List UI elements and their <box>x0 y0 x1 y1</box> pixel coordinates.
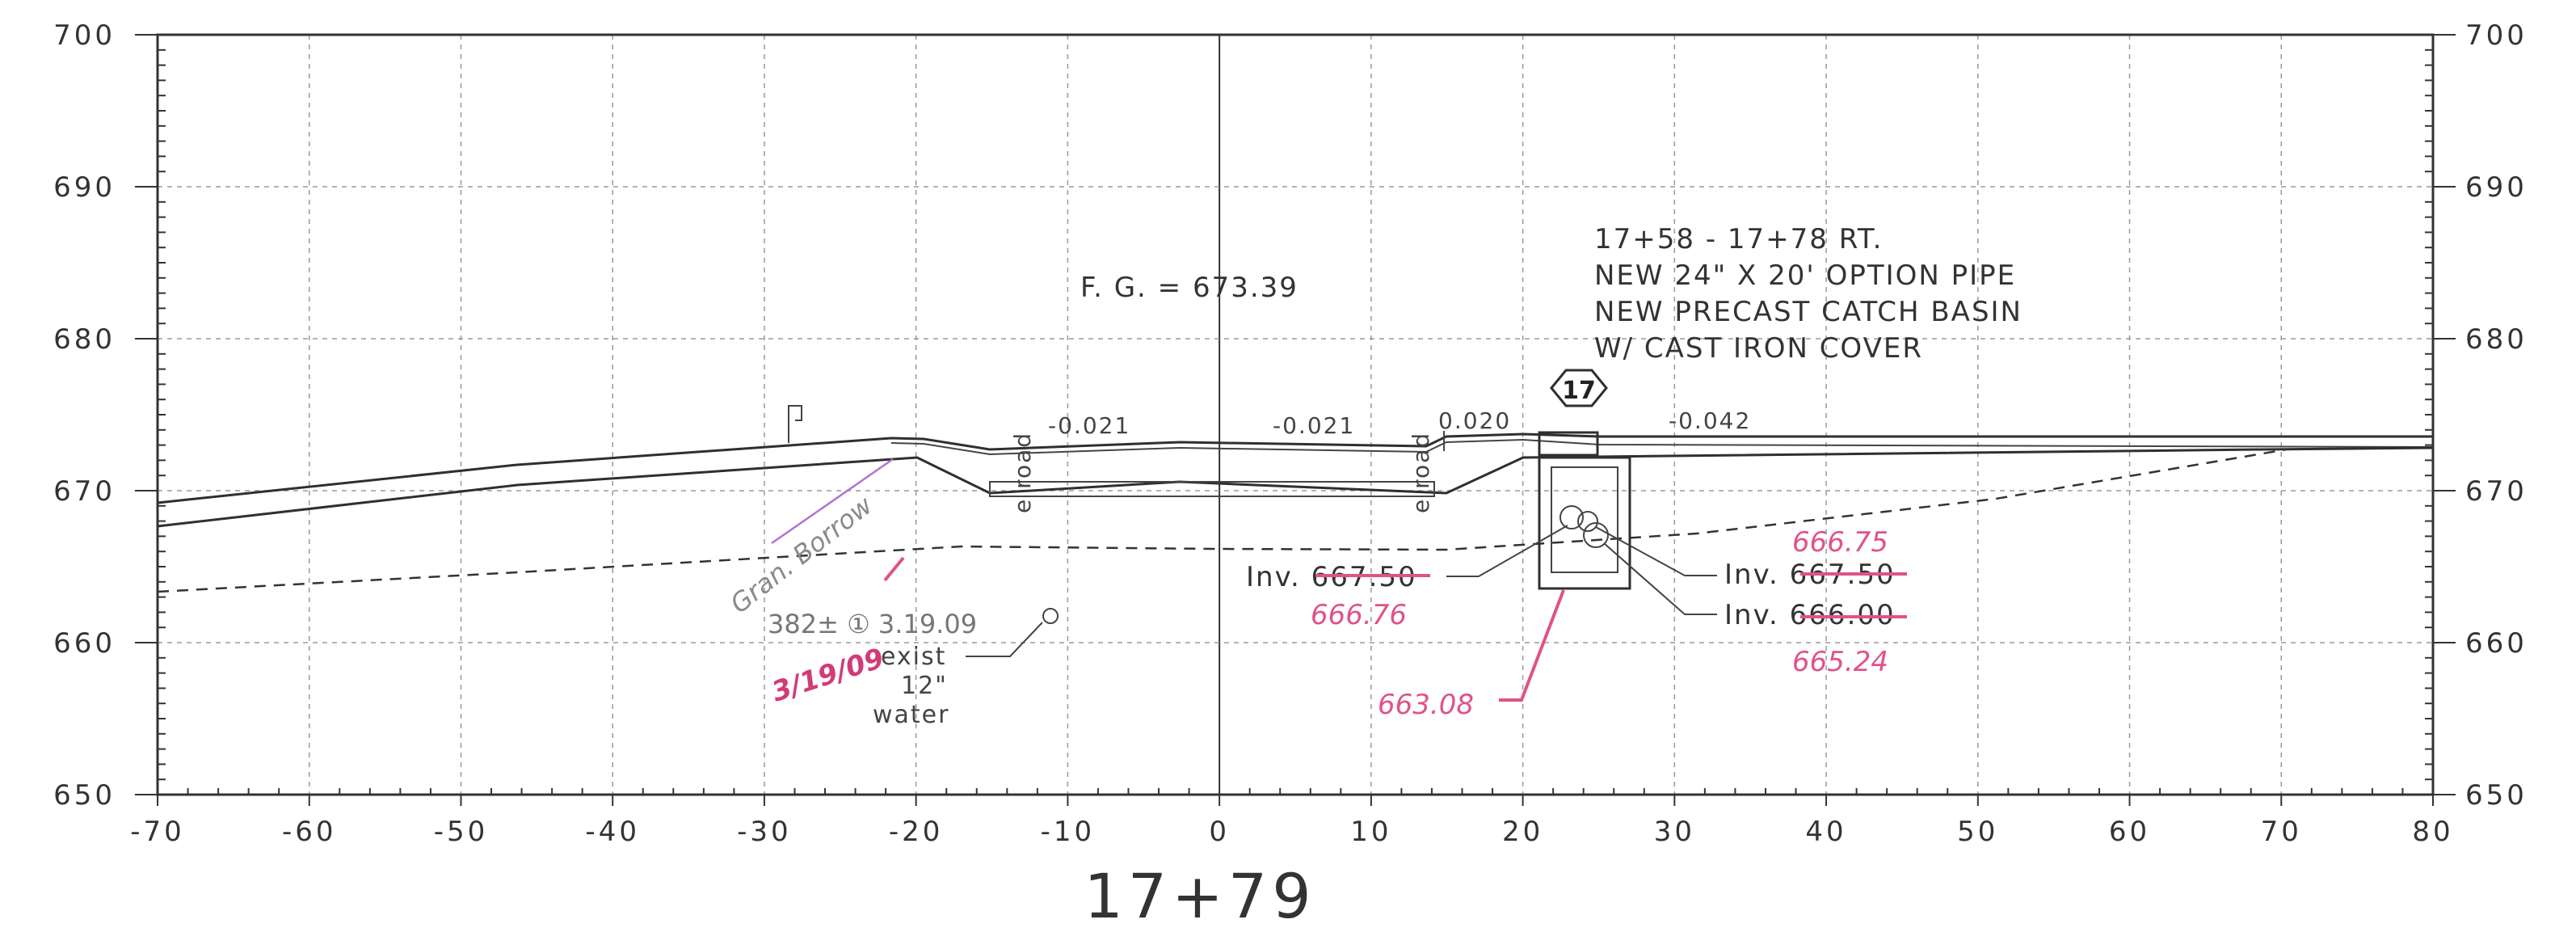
y-tick-label-right: 660 <box>2465 627 2528 660</box>
gran-borrow-leader <box>771 458 894 545</box>
y-tick-label-right: 700 <box>2465 19 2528 52</box>
note-line-4: W/ CAST IRON COVER <box>1594 332 1923 365</box>
subgrade-line <box>157 446 2434 528</box>
leader-lines <box>966 525 1717 657</box>
basin-bottom-elevation: 663.08 <box>1378 689 1474 721</box>
pipe-left <box>1559 505 1584 529</box>
road-label-right: e road <box>1408 432 1434 513</box>
x-tick-label: -30 <box>737 816 792 848</box>
basin-cover <box>1538 431 1599 457</box>
x-tick-label: 0 <box>1209 816 1230 848</box>
slope-label-3: 0.020 <box>1438 407 1511 434</box>
x-tick-label: -40 <box>585 816 640 848</box>
x-axis-labels: -70 -60 -50 -40 -30 -20 -10 0 10 20 30 40 50 60 70 80 <box>130 816 2453 848</box>
slope-label-1: -0.021 <box>1048 412 1130 439</box>
station-label: 17+79 <box>1084 860 1315 928</box>
x-tick-label: -20 <box>889 816 944 848</box>
leader-left-invert <box>1446 525 1568 577</box>
y-tick-label-left: 680 <box>53 323 116 356</box>
x-tick-label: 50 <box>1957 816 1998 848</box>
y-tick-label-left: 700 <box>53 19 116 52</box>
y-tick-label-left: 690 <box>53 171 116 204</box>
gran-borrow-note: Gran. Borrow <box>725 489 879 619</box>
x-tick-label: -50 <box>434 816 489 848</box>
pipe-right-upper <box>1577 511 1598 532</box>
initials-date: 3/19/09 <box>768 642 887 708</box>
pavement-box-left <box>989 481 1435 497</box>
x-tick-label: -60 <box>282 816 337 848</box>
y-tick-label-right: 650 <box>2465 779 2528 812</box>
revised-right-upper-invert: 666.75 <box>1792 526 1888 559</box>
exist-water-line3: water <box>873 701 949 729</box>
x-tick-label: 70 <box>2261 816 2302 848</box>
finished-grade-label: F. G. = 673.39 <box>1080 272 1299 304</box>
x-tick-label: 80 <box>2412 816 2453 848</box>
exist-water-line2: 12" <box>901 672 948 700</box>
callout-17: 17 <box>1550 369 1608 407</box>
sign-post <box>788 405 802 443</box>
slope-label-2: -0.021 <box>1273 412 1355 439</box>
y-tick-label-left: 670 <box>53 475 116 508</box>
axis-ticks <box>135 34 2456 806</box>
slope-label-4: -0.042 <box>1669 407 1751 434</box>
x-tick-label: 10 <box>1350 816 1391 848</box>
exist-water-line1: exist <box>881 643 946 671</box>
note-line-1: 17+58 - 17+78 RT. <box>1594 223 1883 255</box>
y-tick-label-right: 690 <box>2465 171 2528 204</box>
y-tick-label-right: 670 <box>2465 475 2528 508</box>
x-tick-label: 20 <box>1502 816 1543 848</box>
x-tick-label: 60 <box>2109 816 2150 848</box>
x-tick-label: -70 <box>130 816 185 848</box>
x-tick-label: 40 <box>1805 816 1846 848</box>
exist-water-pipe-symbol <box>1042 608 1059 624</box>
basin-inner-wall <box>1551 466 1618 573</box>
revised-left-invert: 666.76 <box>1311 599 1407 631</box>
x-tick-label: -10 <box>1041 816 1096 848</box>
revised-right-lower-invert: 665.24 <box>1792 646 1888 678</box>
note-line-3: NEW PRECAST CATCH BASIN <box>1594 296 2022 328</box>
y-tick-label-left: 660 <box>53 627 116 660</box>
note-line-2: NEW 24" X 20' OPTION PIPE <box>1594 259 2016 292</box>
y-tick-label-left: 650 <box>53 779 116 812</box>
x-tick-label: 30 <box>1654 816 1695 848</box>
date-note: 382± ① 3.19.09 <box>768 609 977 639</box>
pipe-right-lower <box>1583 522 1609 548</box>
pink-tick-mark <box>883 556 905 582</box>
y-axis-labels: 650 650 660 660 670 670 680 680 690 690 700 700 <box>53 19 2528 812</box>
callout-number: 17 <box>1562 377 1596 405</box>
leader-right-lower-invert <box>1603 542 1717 615</box>
y-tick-label-right: 680 <box>2465 323 2528 356</box>
finished-grade-line <box>157 432 2433 504</box>
basin-bottom-leader <box>1499 589 1565 702</box>
catch-basin <box>1538 431 1631 590</box>
finished-grade-lower-line <box>890 438 2434 456</box>
road-label-left: e road <box>1009 432 1036 513</box>
leader-right-upper-invert <box>1595 526 1717 576</box>
basin-outer-wall <box>1538 456 1631 590</box>
road-profile <box>157 405 2434 593</box>
leader-exist-water <box>966 622 1043 657</box>
existing-ground-line <box>157 448 2288 593</box>
